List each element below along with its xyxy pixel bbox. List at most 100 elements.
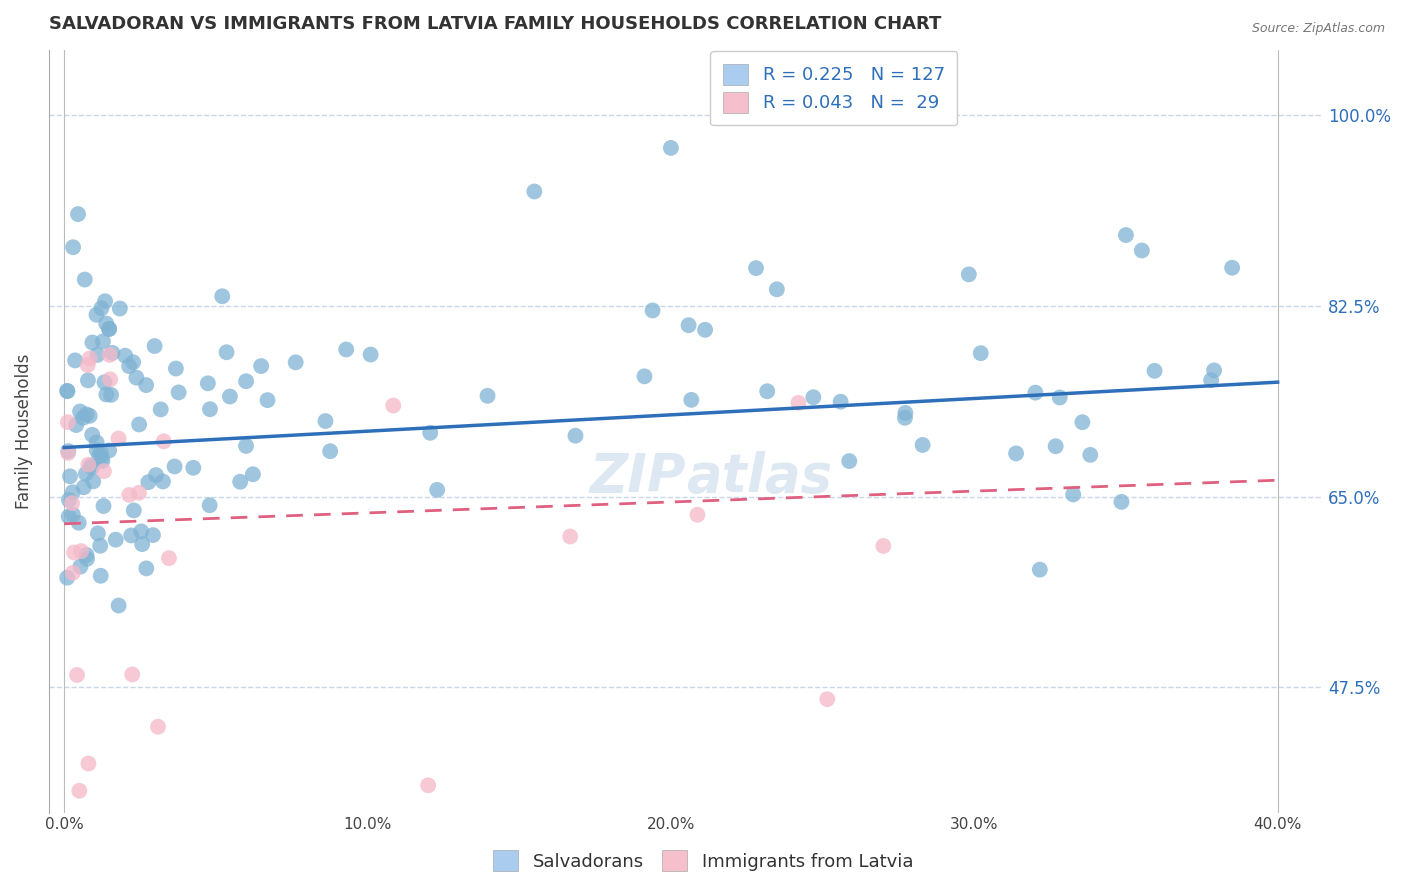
Point bbox=[256, 393, 278, 408]
Point bbox=[766, 282, 789, 296]
Point bbox=[98, 322, 121, 336]
Point bbox=[1024, 385, 1046, 400]
Point bbox=[62, 566, 84, 580]
Point bbox=[77, 458, 100, 472]
Point bbox=[145, 468, 167, 483]
Point bbox=[1199, 373, 1222, 387]
Point bbox=[215, 345, 238, 359]
Point bbox=[197, 376, 219, 391]
Point bbox=[146, 720, 169, 734]
Point bbox=[89, 450, 111, 464]
Point bbox=[418, 778, 440, 792]
Point bbox=[76, 552, 98, 566]
Point bbox=[93, 499, 115, 513]
Point bbox=[125, 370, 148, 384]
Point bbox=[1062, 487, 1084, 501]
Point bbox=[77, 756, 100, 771]
Text: SALVADORAN VS IMMIGRANTS FROM LATVIA FAMILY HOUSEHOLDS CORRELATION CHART: SALVADORAN VS IMMIGRANTS FROM LATVIA FAM… bbox=[49, 15, 942, 33]
Point bbox=[477, 389, 499, 403]
Point bbox=[198, 498, 221, 512]
Point bbox=[73, 480, 96, 494]
Point bbox=[90, 301, 112, 316]
Point bbox=[523, 185, 546, 199]
Point bbox=[80, 460, 103, 475]
Point bbox=[77, 373, 100, 387]
Point bbox=[58, 492, 80, 507]
Point bbox=[1130, 244, 1153, 258]
Point bbox=[56, 415, 79, 429]
Point bbox=[100, 388, 122, 402]
Point bbox=[135, 378, 157, 392]
Point bbox=[89, 539, 111, 553]
Point bbox=[693, 323, 716, 337]
Point bbox=[122, 503, 145, 517]
Point bbox=[98, 348, 121, 362]
Point bbox=[98, 372, 121, 386]
Point bbox=[90, 450, 112, 465]
Point bbox=[72, 410, 94, 425]
Point bbox=[830, 394, 852, 409]
Point bbox=[152, 475, 174, 489]
Point bbox=[1049, 391, 1071, 405]
Point bbox=[62, 508, 84, 522]
Point bbox=[970, 346, 993, 360]
Point bbox=[63, 545, 86, 559]
Point bbox=[76, 408, 98, 422]
Point bbox=[82, 475, 104, 489]
Point bbox=[82, 335, 104, 350]
Point bbox=[1045, 439, 1067, 453]
Point bbox=[75, 467, 97, 481]
Point bbox=[165, 361, 187, 376]
Point bbox=[118, 488, 141, 502]
Point bbox=[96, 317, 118, 331]
Point bbox=[129, 524, 152, 539]
Point bbox=[138, 475, 160, 490]
Text: ZIP: ZIP bbox=[589, 451, 686, 503]
Point bbox=[69, 404, 91, 418]
Point bbox=[91, 454, 114, 468]
Point bbox=[86, 348, 108, 362]
Point bbox=[560, 529, 582, 543]
Point bbox=[872, 539, 894, 553]
Point bbox=[564, 428, 586, 442]
Point bbox=[79, 351, 101, 366]
Point bbox=[76, 548, 98, 562]
Point bbox=[284, 355, 307, 369]
Point bbox=[128, 485, 150, 500]
Point bbox=[131, 537, 153, 551]
Point bbox=[90, 445, 112, 459]
Point bbox=[181, 460, 204, 475]
Point bbox=[69, 559, 91, 574]
Point bbox=[242, 467, 264, 482]
Point bbox=[219, 390, 242, 404]
Point bbox=[838, 454, 860, 468]
Point bbox=[1005, 446, 1028, 460]
Point bbox=[681, 392, 703, 407]
Point bbox=[82, 427, 104, 442]
Point bbox=[1143, 364, 1166, 378]
Legend: R = 0.225   N = 127, R = 0.043   N =  29: R = 0.225 N = 127, R = 0.043 N = 29 bbox=[710, 51, 957, 126]
Text: atlas: atlas bbox=[686, 451, 832, 503]
Text: Source: ZipAtlas.com: Source: ZipAtlas.com bbox=[1251, 22, 1385, 36]
Point bbox=[91, 334, 114, 349]
Point bbox=[98, 322, 121, 336]
Point bbox=[1071, 415, 1094, 429]
Point bbox=[96, 387, 118, 401]
Point bbox=[235, 439, 257, 453]
Point bbox=[58, 509, 80, 524]
Point bbox=[756, 384, 779, 399]
Point bbox=[135, 561, 157, 575]
Point bbox=[1078, 448, 1101, 462]
Point bbox=[79, 409, 101, 423]
Point bbox=[787, 396, 810, 410]
Point bbox=[94, 294, 117, 309]
Point bbox=[319, 444, 342, 458]
Point bbox=[122, 355, 145, 369]
Point bbox=[211, 289, 233, 303]
Point bbox=[360, 347, 382, 361]
Point bbox=[120, 528, 142, 542]
Point bbox=[1029, 563, 1052, 577]
Point bbox=[314, 414, 336, 428]
Point bbox=[67, 783, 90, 797]
Point bbox=[86, 443, 108, 458]
